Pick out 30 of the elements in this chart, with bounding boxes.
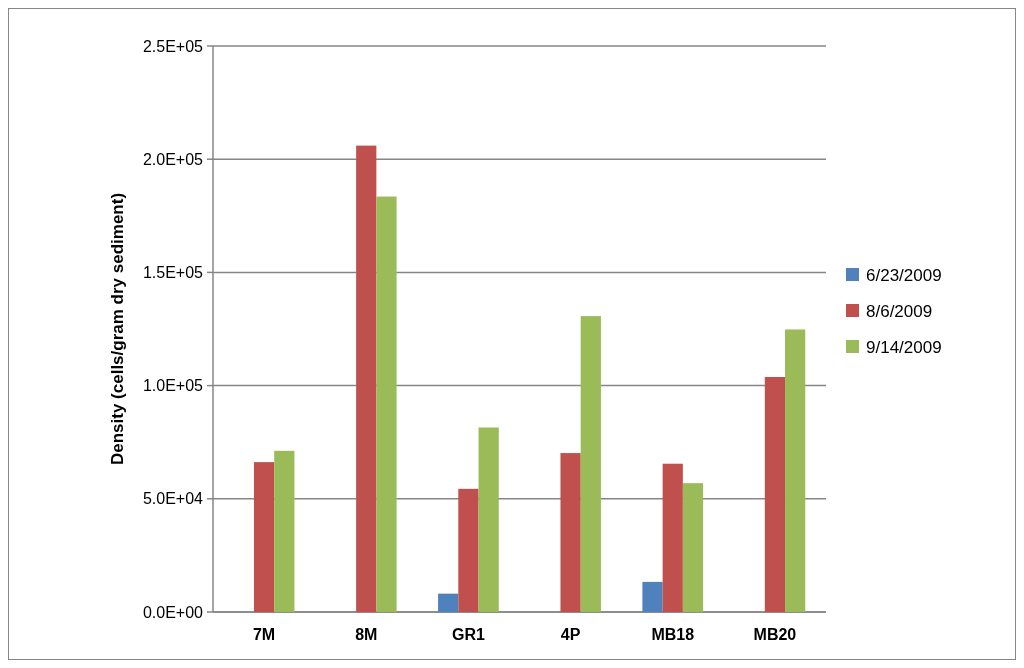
bar bbox=[642, 581, 663, 612]
y-tick-label: 2.0E+05 bbox=[142, 150, 204, 168]
bar bbox=[785, 329, 806, 612]
x-tick-label: MB20 bbox=[753, 626, 797, 643]
y-tick-label: 1.0E+05 bbox=[142, 377, 204, 395]
x-tick-label: MB18 bbox=[651, 626, 695, 643]
legend-label: 9/14/2009 bbox=[866, 337, 942, 357]
bar bbox=[580, 316, 601, 612]
bar bbox=[662, 463, 683, 612]
x-tick-label: 7M bbox=[252, 626, 276, 643]
bar bbox=[274, 450, 295, 612]
bar bbox=[376, 196, 397, 612]
y-tick-label: 0.0E+00 bbox=[142, 603, 204, 621]
bar bbox=[458, 488, 479, 612]
y-axis-title: Density (cells/gram dry sediment) bbox=[108, 192, 127, 466]
bar bbox=[253, 462, 275, 612]
y-tick-label: 2.5E+05 bbox=[142, 37, 204, 55]
bar bbox=[682, 483, 704, 612]
x-tick-label: GR1 bbox=[451, 626, 485, 643]
bar bbox=[356, 145, 377, 612]
y-tick-label: 1.5E+05 bbox=[142, 264, 204, 281]
bar bbox=[438, 593, 459, 612]
legend-label: 6/23/2009 bbox=[866, 265, 942, 285]
y-tick-label: 5.0E+04 bbox=[142, 490, 204, 508]
x-tick-label: 8M bbox=[355, 626, 378, 643]
bar bbox=[478, 427, 499, 612]
x-tick-label: 4P bbox=[560, 626, 581, 643]
bar bbox=[764, 377, 786, 612]
legend-label: 8/6/2009 bbox=[866, 301, 933, 321]
bar bbox=[560, 453, 581, 612]
